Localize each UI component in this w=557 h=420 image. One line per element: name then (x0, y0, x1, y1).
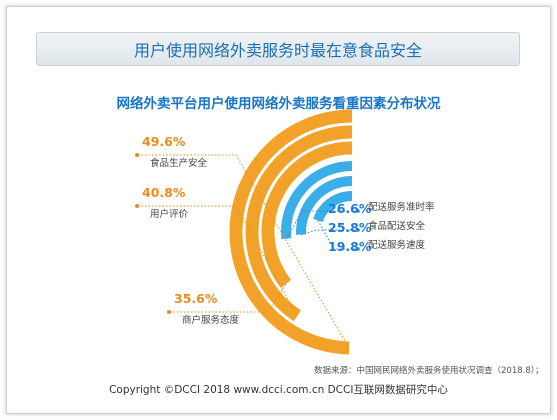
value-label-6: 19.8% (328, 239, 372, 254)
leader-line-3 (170, 283, 287, 313)
source-note: 数据来源：中国网民网络外卖服务使用状况调查（2018.8）； (314, 366, 544, 376)
ring-arc-2 (245, 125, 353, 322)
value-label-4: 26.6% (328, 201, 372, 216)
chart-title: 网络外卖平台用户使用网络外卖服务看重因素分布状况 (116, 96, 441, 112)
figure-frame (6, 6, 551, 414)
leader-dot-2 (135, 204, 139, 208)
banner-title: 用户使用网络外卖服务时最在意食品安全 (36, 32, 520, 66)
category-label-4: 配送服务准时率 (368, 201, 435, 213)
category-label-1: 食品生产安全 (150, 157, 208, 169)
value-label-3: 35.6% (174, 291, 218, 306)
chart-rings (229, 109, 353, 355)
value-label-1: 49.6% (142, 134, 186, 149)
leader-line-4 (285, 210, 358, 239)
value-label-5: 25.8% (328, 220, 372, 235)
chart-leaders (135, 153, 360, 349)
ring-arc-3 (261, 141, 353, 288)
leader-line-6 (317, 220, 358, 250)
leader-dot-5 (356, 228, 360, 232)
copyright-line: Copyright ©DCCI 2018 www.dcci.com.cn DCC… (109, 384, 448, 396)
ring-arc-1 (229, 109, 353, 355)
ring-arc-4 (281, 161, 353, 240)
ring-arc-6 (313, 191, 353, 223)
category-label-2: 用户评价 (150, 208, 189, 220)
ring-arc-5 (296, 176, 353, 235)
category-label-3: 商户服务态度 (182, 314, 240, 326)
leader-line-1 (138, 154, 350, 349)
leader-dot-3 (167, 310, 171, 314)
leader-dot-6 (356, 247, 360, 251)
value-label-2: 40.8% (142, 185, 186, 200)
chart-labels: 49.6%食品生产安全40.8%用户评价35.6%商户服务态度26.6%配送服务… (142, 134, 435, 326)
leader-dot-4 (356, 209, 360, 213)
leader-line-2 (138, 205, 298, 316)
leader-dot-1 (135, 153, 139, 157)
category-label-5: 食品配送安全 (368, 220, 426, 232)
category-label-6: 配送服务速度 (368, 239, 426, 251)
